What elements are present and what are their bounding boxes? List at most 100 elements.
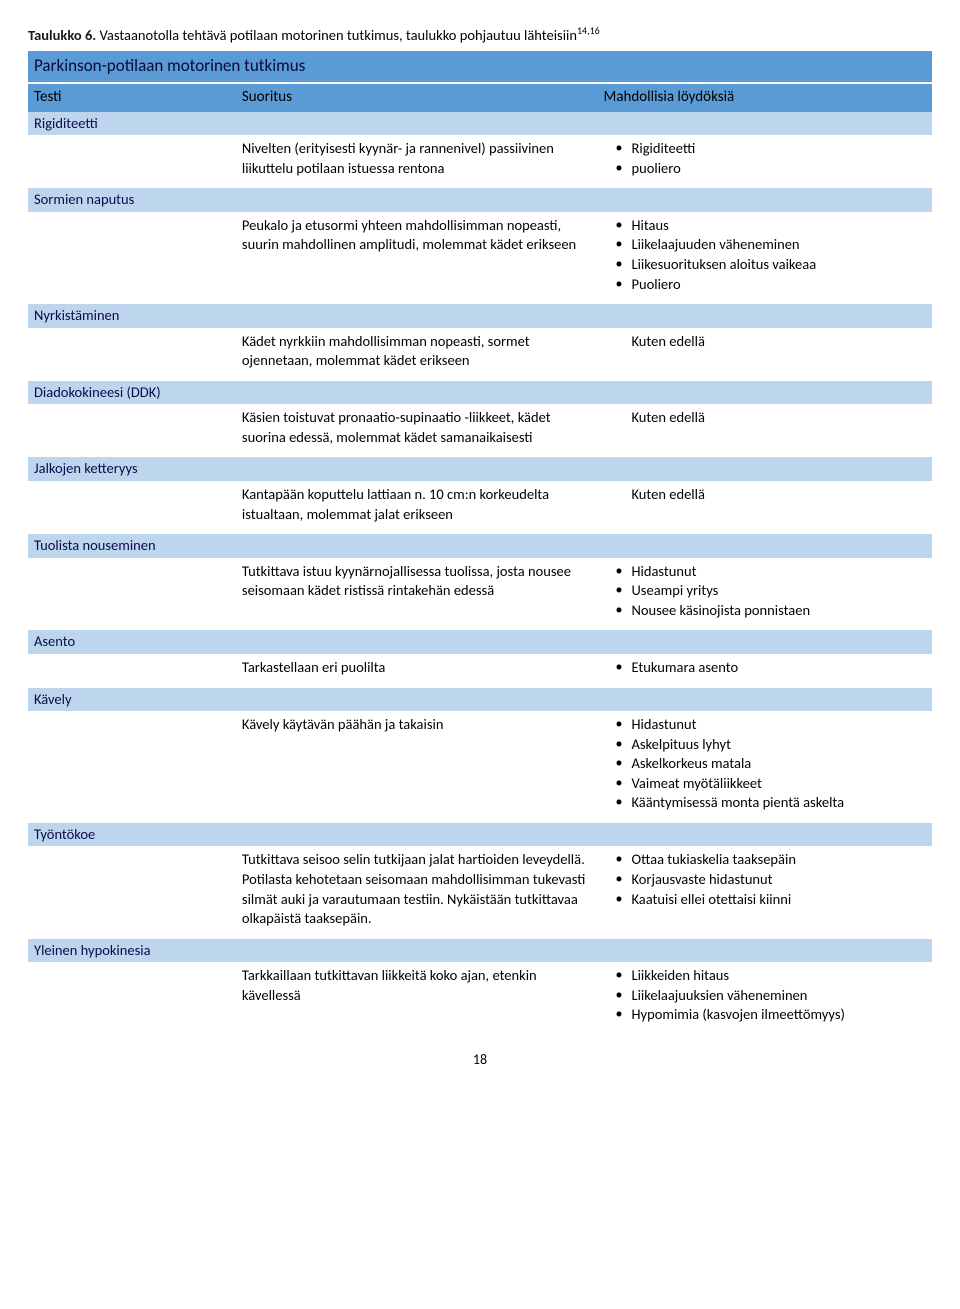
table-caption: Taulukko 6. Vastaanotolla tehtävä potila… (28, 24, 932, 45)
cell-testi (28, 558, 236, 631)
finding-item: Askelpituus lyhyt (604, 735, 927, 755)
section-row: Työntökoe (28, 823, 932, 847)
finding-item: Etukumara asento (604, 658, 927, 678)
findings-list: HidastunutUseampi yritysNousee käsinojis… (604, 562, 927, 621)
table-row: Tutkittava seisoo selin tutkijaan jalat … (28, 846, 932, 938)
cell-findings: HitausLiikelaajuuden väheneminenLiikesuo… (598, 212, 933, 304)
cell-testi (28, 404, 236, 457)
findings-list: Rigiditeettipuoliero (604, 139, 927, 178)
finding-item: Hidastunut (604, 562, 927, 582)
section-row: Jalkojen ketteryys (28, 457, 932, 481)
finding-plain: Kuten edellä (604, 332, 927, 352)
cell-findings: Etukumara asento (598, 654, 933, 688)
finding-item: Hypomimia (kasvojen ilmeettömyys) (604, 1005, 927, 1025)
finding-item: Rigiditeetti (604, 139, 927, 159)
cell-suoritus: Kävely käytävän päähän ja takaisin (236, 711, 598, 823)
section-label: Tuolista nouseminen (28, 534, 932, 558)
section-row: Kävely (28, 688, 932, 712)
cell-suoritus: Kädet nyrkkiin mahdollisimman nopeasti, … (236, 328, 598, 381)
cell-suoritus: Tutkittava seisoo selin tutkijaan jalat … (236, 846, 598, 938)
caption-sup: 14,16 (577, 24, 600, 37)
cell-testi (28, 711, 236, 823)
cell-testi (28, 135, 236, 188)
cell-suoritus: Kantapään koputtelu lattiaan n. 10 cm:n … (236, 481, 598, 534)
cell-findings: Kuten edellä (598, 481, 933, 534)
cell-testi (28, 654, 236, 688)
caption-bold: Taulukko 6. (28, 26, 96, 44)
cell-suoritus: Tarkkaillaan tutkittavan liikkeitä koko … (236, 962, 598, 1035)
section-row: Yleinen hypokinesia (28, 939, 932, 963)
header-testi: Testi (28, 84, 236, 111)
cell-testi (28, 846, 236, 938)
cell-findings: Liikkeiden hitausLiikelaajuuksien vähene… (598, 962, 933, 1035)
section-row: Tuolista nouseminen (28, 534, 932, 558)
cell-findings: Rigiditeettipuoliero (598, 135, 933, 188)
cell-findings: Kuten edellä (598, 404, 933, 457)
finding-plain: Kuten edellä (604, 485, 927, 505)
section-row: Diadokokineesi (DDK) (28, 381, 932, 405)
table-row: Peukalo ja etusormi yhteen mahdollisimma… (28, 212, 932, 304)
page-number: 18 (28, 1051, 932, 1070)
findings-list: HidastunutAskelpituus lyhytAskelkorkeus … (604, 715, 927, 813)
cell-suoritus: Nivelten (erityisesti kyynär- ja ranneni… (236, 135, 598, 188)
section-label: Asento (28, 630, 932, 654)
section-row: Nyrkistäminen (28, 304, 932, 328)
header-suoritus: Suoritus (236, 84, 598, 111)
finding-item: Liikelaajuuden väheneminen (604, 235, 927, 255)
section-label: Sormien naputus (28, 188, 932, 212)
finding-item: Hidastunut (604, 715, 927, 735)
cell-findings: HidastunutUseampi yritysNousee käsinojis… (598, 558, 933, 631)
finding-item: Kaatuisi ellei otettaisi kiinni (604, 890, 927, 910)
cell-testi (28, 962, 236, 1035)
section-row: Rigiditeetti (28, 112, 932, 136)
table-row: Kädet nyrkkiin mahdollisimman nopeasti, … (28, 328, 932, 381)
finding-item: Liikelaajuuksien väheneminen (604, 986, 927, 1006)
finding-item: Ottaa tukiaskelia taaksepäin (604, 850, 927, 870)
cell-suoritus: Tarkastellaan eri puolilta (236, 654, 598, 688)
table-row: Kantapään koputtelu lattiaan n. 10 cm:n … (28, 481, 932, 534)
finding-item: Kääntymisessä monta pientä askelta (604, 793, 927, 813)
section-label: Diadokokineesi (DDK) (28, 381, 932, 405)
finding-item: Askelkorkeus matala (604, 754, 927, 774)
cell-findings: HidastunutAskelpituus lyhytAskelkorkeus … (598, 711, 933, 823)
section-label: Rigiditeetti (28, 112, 932, 136)
section-label: Kävely (28, 688, 932, 712)
section-row: Sormien naputus (28, 188, 932, 212)
findings-list: Liikkeiden hitausLiikelaajuuksien vähene… (604, 966, 927, 1025)
section-label: Jalkojen ketteryys (28, 457, 932, 481)
finding-item: Nousee käsinojista ponnistaen (604, 601, 927, 621)
cell-findings: Ottaa tukiaskelia taaksepäinKorjausvaste… (598, 846, 933, 938)
finding-item: puoliero (604, 159, 927, 179)
findings-list: HitausLiikelaajuuden väheneminenLiikesuo… (604, 216, 927, 294)
cell-suoritus: Käsien toistuvat pronaatio-supinaatio -l… (236, 404, 598, 457)
caption-rest: Vastaanotolla tehtävä potilaan motorinen… (96, 26, 577, 44)
finding-item: Hitaus (604, 216, 927, 236)
table-row: Tutkittava istuu kyynärnojallisessa tuol… (28, 558, 932, 631)
section-label: Nyrkistäminen (28, 304, 932, 328)
finding-item: Puoliero (604, 275, 927, 295)
cell-suoritus: Tutkittava istuu kyynärnojallisessa tuol… (236, 558, 598, 631)
findings-list: Etukumara asento (604, 658, 927, 678)
table-header-row: Testi Suoritus Mahdollisia löydöksiä (28, 84, 932, 111)
header-loydoksia: Mahdollisia löydöksiä (598, 84, 933, 111)
cell-testi (28, 328, 236, 381)
motor-exam-table: Testi Suoritus Mahdollisia löydöksiä Rig… (28, 84, 932, 1035)
finding-item: Liikesuorituksen aloitus vaikeaa (604, 255, 927, 275)
cell-testi (28, 481, 236, 534)
cell-findings: Kuten edellä (598, 328, 933, 381)
section-label: Yleinen hypokinesia (28, 939, 932, 963)
cell-testi (28, 212, 236, 304)
finding-item: Korjausvaste hidastunut (604, 870, 927, 890)
finding-item: Vaimeat myötäliikkeet (604, 774, 927, 794)
finding-item: Useampi yritys (604, 581, 927, 601)
finding-item: Liikkeiden hitaus (604, 966, 927, 986)
table-row: Tarkastellaan eri puolilta Etukumara asen… (28, 654, 932, 688)
table-row: Kävely käytävän päähän ja takaisinHidast… (28, 711, 932, 823)
table-title: Parkinson-potilaan motorinen tutkimus (28, 51, 932, 82)
finding-plain: Kuten edellä (604, 408, 927, 428)
section-row: Asento (28, 630, 932, 654)
section-label: Työntökoe (28, 823, 932, 847)
cell-suoritus: Peukalo ja etusormi yhteen mahdollisimma… (236, 212, 598, 304)
table-row: Tarkkaillaan tutkittavan liikkeitä koko … (28, 962, 932, 1035)
findings-list: Ottaa tukiaskelia taaksepäinKorjausvaste… (604, 850, 927, 909)
